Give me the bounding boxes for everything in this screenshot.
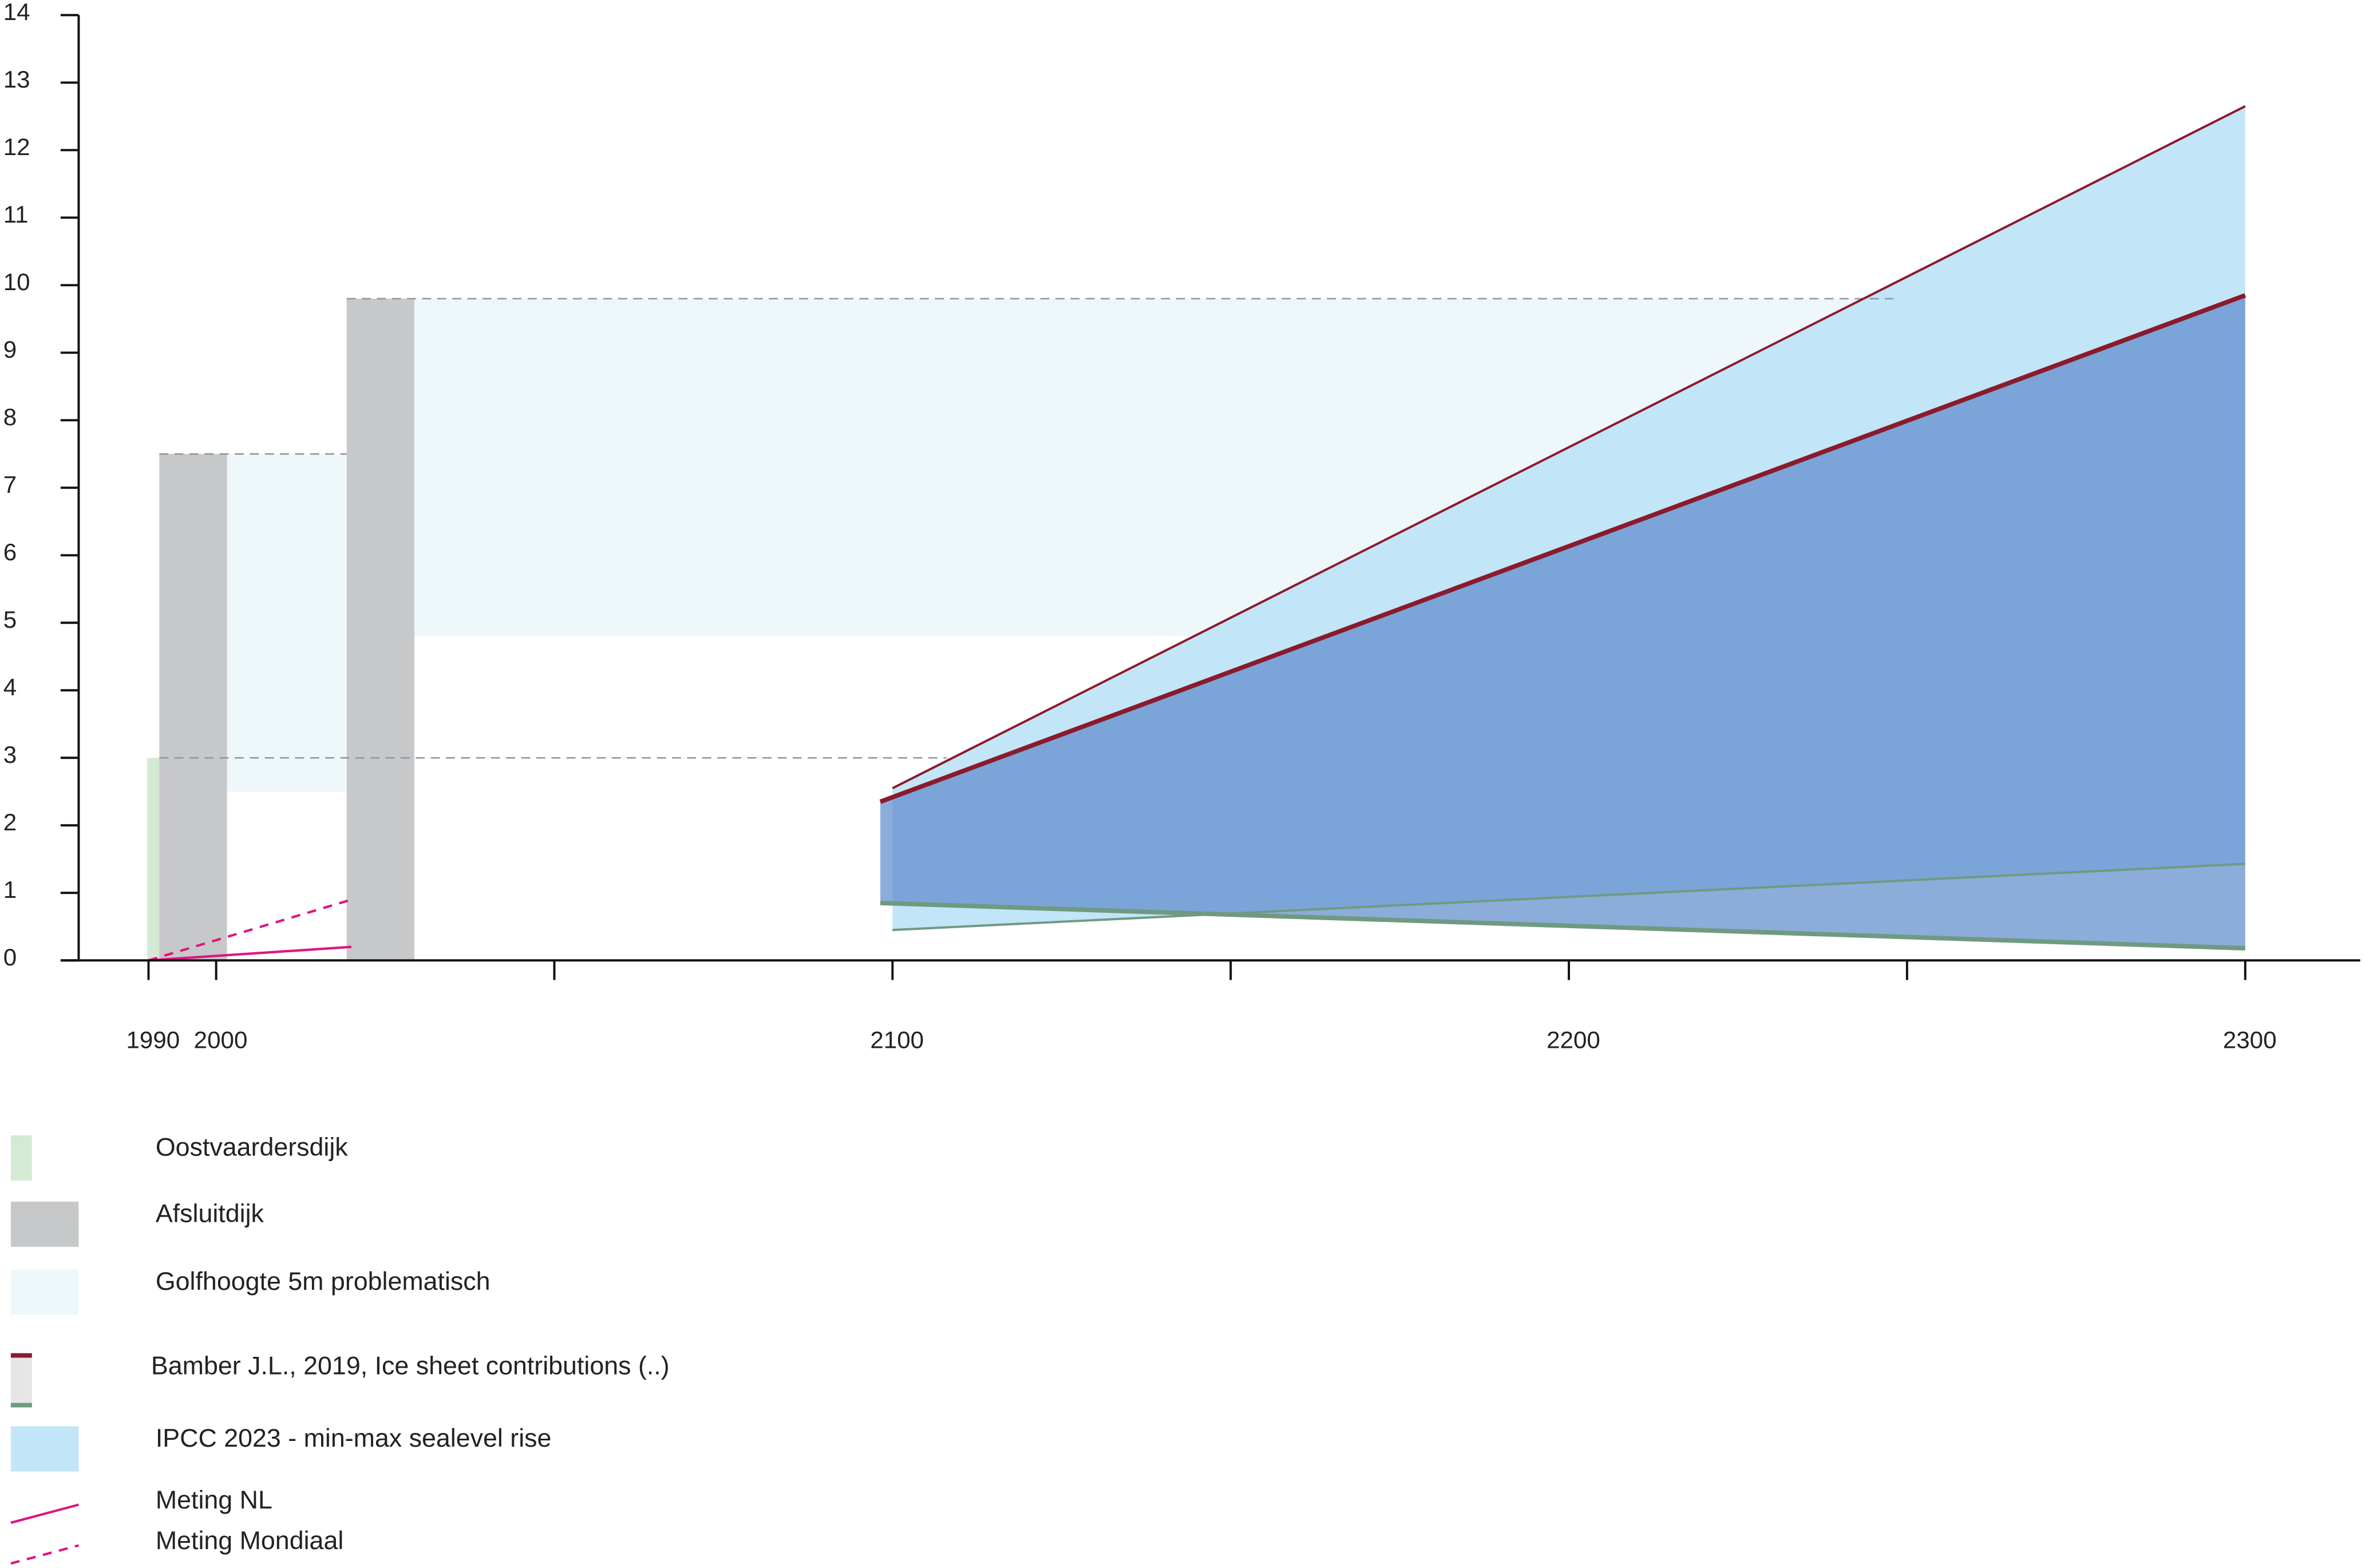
y-tick-label: 0 [3,944,17,971]
legend-label: Meting Mondiaal [156,1526,343,1555]
bar [346,298,414,961]
legend-entry: Oostvaardersdijk [10,1133,348,1181]
line [148,898,352,962]
y-tick-label: 5 [3,606,17,633]
legend-entry: Golfhoogte 5m problematisch [10,1267,491,1315]
legend-label: Oostvaardersdijk [156,1133,348,1161]
legend-swatch [10,1426,79,1472]
area-edge [879,293,2247,804]
y-tick-label: 6 [3,538,17,565]
line [148,945,352,962]
legend-entry: IPCC 2023 - min-max sealevel rise [10,1424,552,1472]
legend-label: Afsluitdijk [156,1199,264,1228]
band [227,454,347,792]
y-tick-label: 14 [3,0,30,25]
x-tick-label: 2300 [2223,1027,2277,1054]
x-tick-label: 2200 [1547,1027,1600,1054]
y-tick-label: 13 [3,66,30,93]
y-tick-label: 12 [3,133,30,160]
legend-label: Golfhoogte 5m problematisch [156,1267,491,1296]
y-tick-label: 10 [3,268,30,295]
legend-swatch [10,1353,32,1405]
legend-entry: Meting Mondiaal [10,1526,343,1565]
area [880,295,2245,949]
legend-swatch [10,1503,80,1524]
area-edge [880,901,2245,951]
y-tick-label: 2 [3,809,17,836]
area-edge [892,862,2245,932]
bar [159,454,227,961]
legend-swatch [10,1269,79,1315]
legend-label: IPCC 2023 - min-max sealevel rise [156,1424,552,1452]
y-tick-label: 9 [3,336,17,363]
y-tick-label: 4 [3,674,17,700]
x-tick-label: 2100 [870,1027,924,1054]
legend-swatch [10,1135,32,1181]
legend-swatch [10,1201,79,1247]
legend-label: Bamber J.L., 2019, Ice sheet contributio… [151,1351,670,1380]
y-tick-label: 8 [3,403,17,430]
y-tick-label: 3 [3,741,17,768]
legend-entry: Afsluitdijk [10,1199,264,1247]
y-tick-label: 1 [3,876,17,903]
legend-entry: Meting NL [10,1486,272,1524]
legend-label: Meting NL [156,1486,272,1514]
x-tick-label: 2000 [194,1027,248,1054]
area-edge [892,105,2246,790]
legend-entry: Bamber J.L., 2019, Ice sheet contributio… [10,1351,670,1408]
y-tick-label: 11 [3,201,29,228]
x-tick-label: 1990 [126,1027,180,1054]
y-tick-label: 7 [3,471,17,498]
legend-swatch [10,1544,80,1565]
